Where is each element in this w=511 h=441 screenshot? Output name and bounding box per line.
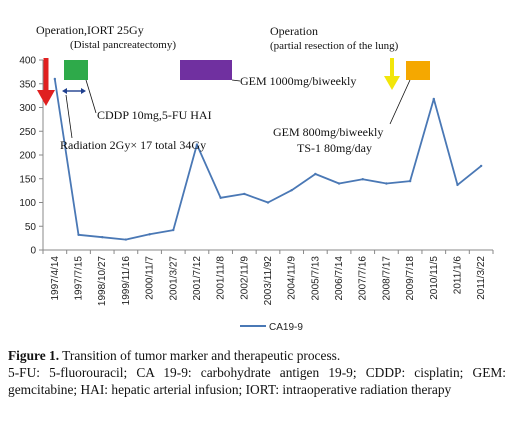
data-point <box>290 188 293 192</box>
x-tick-label: 1999/11/16 <box>121 256 132 306</box>
ca19-9-chart: 0 50 100 150 200 250 300 350 400 1997/4/14 1997/7/… <box>19 23 494 333</box>
data-point <box>124 238 128 241</box>
y-tick-label: 150 <box>19 174 36 185</box>
treatment-annotations: Operation,IORT 25Gy (Distal pancreatectom… <box>36 23 430 155</box>
x-tick-label: 2006/7/14 <box>334 256 345 301</box>
radiation-double-arrow-left-head <box>62 88 67 94</box>
data-point <box>195 143 199 146</box>
annotation-gem-800: GEM 800mg/biweekly <box>273 125 383 139</box>
data-point <box>219 196 222 199</box>
y-tick-label: 100 <box>19 198 36 209</box>
red-down-arrow-head <box>37 90 55 106</box>
x-tick-label: 2011/3/22 <box>476 256 487 300</box>
annotation-lung-resection: (partial resection of the lung) <box>270 40 399 52</box>
legend-label: CA19-9 <box>269 322 303 333</box>
gem1000-connector-line <box>231 79 241 82</box>
data-point <box>148 233 151 236</box>
annotation-operation-2: Operation <box>270 24 318 38</box>
y-tick-label: 250 <box>19 127 36 138</box>
orange-treatment-box <box>406 61 430 80</box>
radiation-double-arrow-right-head <box>81 88 86 94</box>
x-tick-label: 2001/3/27 <box>168 256 179 301</box>
x-tick-label: 2000/11/7 <box>145 256 156 300</box>
x-tick-label: 2003/11/92 <box>263 256 274 306</box>
y-tick-label: 0 <box>30 246 36 257</box>
caption-label: Figure 1. <box>8 348 60 363</box>
chart-axes: 0 50 100 150 200 250 300 350 400 1997/4/14 1997/7/… <box>19 56 494 306</box>
data-point <box>53 77 57 81</box>
caption-title-line: Figure 1. Transition of tumor marker and… <box>8 347 506 364</box>
caption-description: 5-FU: 5-fluorouracil; CA 19-9: carbohydr… <box>8 365 506 397</box>
data-point <box>385 182 388 185</box>
figure-caption: Figure 1. Transition of tumor marker and… <box>8 347 506 398</box>
annotation-ts-1: TS-1 80mg/day <box>297 141 372 155</box>
gem800-connector-line <box>389 79 411 125</box>
chart-marks: CA19-9 <box>53 77 483 333</box>
annotation-distal-pancreatectomy: (Distal pancreatectomy) <box>70 39 176 51</box>
y-tick-label: 300 <box>19 103 36 114</box>
annotation-cddp-hai: CDDP 10mg,5-FU HAI <box>97 108 212 122</box>
annotation-gem-1000: GEM 1000mg/biweekly <box>240 74 356 88</box>
data-point <box>172 228 175 232</box>
annotation-radiation: Radiation 2Gy× 17 total 34Gy <box>60 138 206 152</box>
x-tick-label: 2007/7/16 <box>358 256 369 301</box>
x-tick-label: 2002/11/9 <box>239 256 250 300</box>
y-tick-label: 400 <box>19 56 36 67</box>
y-tick-label: 350 <box>19 79 36 90</box>
data-point <box>479 164 483 168</box>
data-point <box>266 201 270 204</box>
x-tick-label: 2009/7/18 <box>405 256 416 301</box>
x-tick-label: 2004/11/9 <box>287 256 298 300</box>
data-point <box>408 179 412 183</box>
y-tick-label: 50 <box>25 222 37 233</box>
green-treatment-box <box>64 60 88 80</box>
x-tick-label: 2011/1/6 <box>452 256 463 295</box>
data-point <box>77 233 80 236</box>
y-tick-label: 200 <box>19 151 36 162</box>
annotation-operation-1: Operation,IORT 25Gy <box>36 23 144 37</box>
x-tick-label: 1997/7/15 <box>74 256 85 301</box>
x-tick-label: 2005/7/13 <box>310 256 321 301</box>
x-tick-label: 2001/11/8 <box>216 256 227 300</box>
purple-treatment-box <box>180 60 232 80</box>
x-tick-label: 2001/7/12 <box>192 256 203 301</box>
yellow-down-arrow-head <box>384 76 400 90</box>
caption-title: Transition of tumor marker and therapeut… <box>59 348 341 363</box>
data-point <box>361 178 364 181</box>
x-tick-label: 1998/10/27 <box>97 256 108 306</box>
radiation-connector-line <box>65 94 73 139</box>
x-tick-label: 2008/7/17 <box>381 256 392 301</box>
cddp-connector-line <box>85 79 97 114</box>
data-point <box>243 192 246 196</box>
x-tick-label: 2010/11/5 <box>429 256 440 300</box>
data-point <box>337 182 341 185</box>
data-point <box>456 183 459 187</box>
x-tick-label: 1997/4/14 <box>50 256 61 301</box>
series-line-ca19-9 <box>53 78 482 241</box>
data-point <box>432 97 435 101</box>
data-point <box>101 235 104 239</box>
data-point <box>314 172 317 176</box>
